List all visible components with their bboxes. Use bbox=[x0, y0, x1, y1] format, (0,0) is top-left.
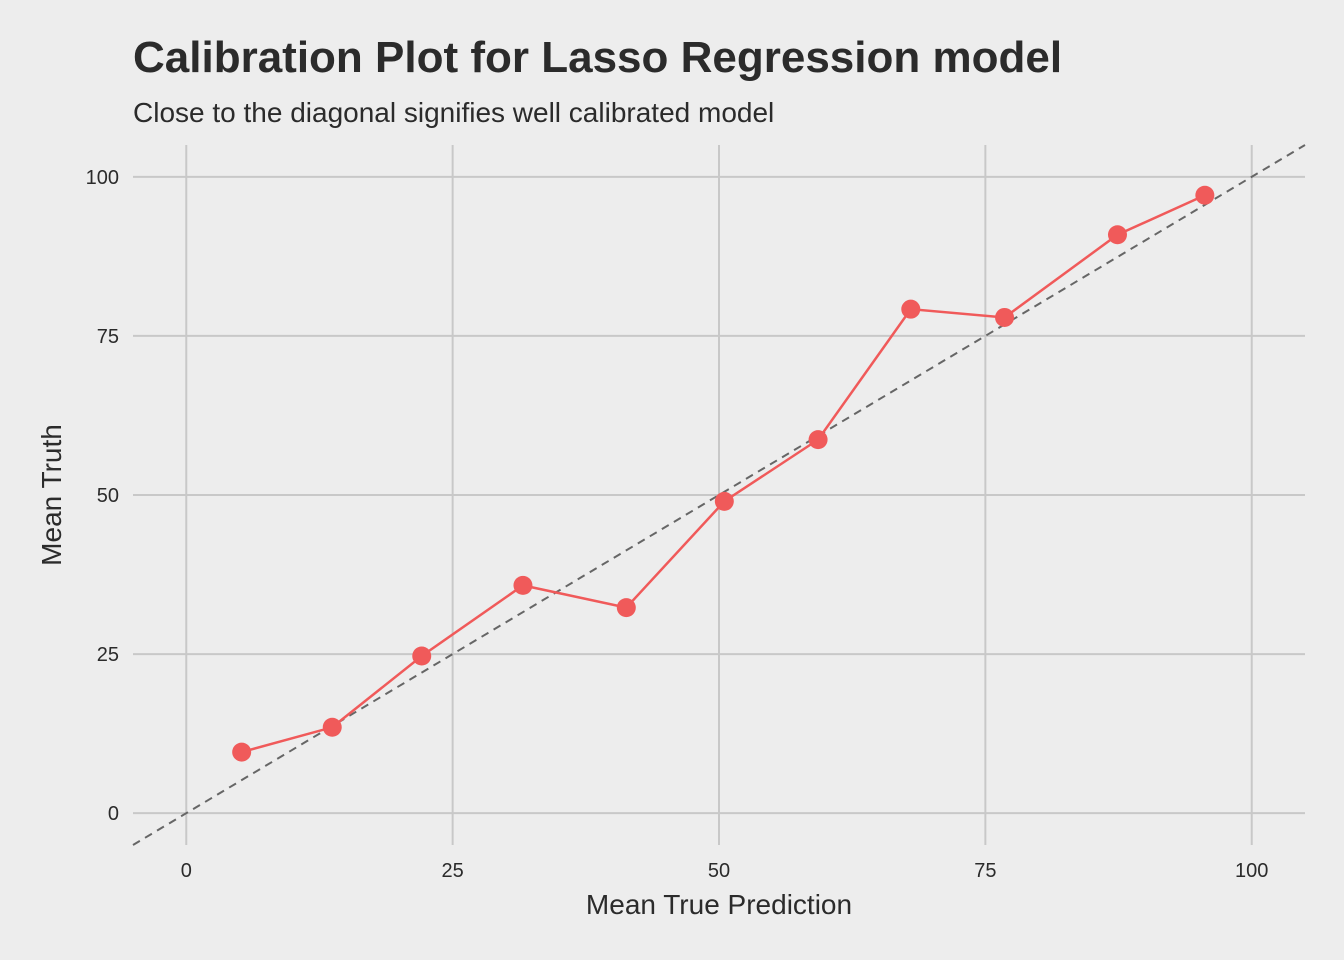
chart-title: Calibration Plot for Lasso Regression mo… bbox=[133, 33, 1062, 82]
data-point bbox=[616, 598, 636, 618]
x-tick-label: 0 bbox=[181, 860, 192, 882]
x-tick-label: 100 bbox=[1235, 860, 1268, 882]
data-point bbox=[1107, 225, 1127, 245]
data-point bbox=[714, 491, 734, 511]
data-point bbox=[412, 646, 432, 666]
data-point bbox=[232, 742, 252, 762]
data-point bbox=[322, 717, 342, 737]
y-tick-label: 25 bbox=[97, 644, 119, 666]
x-tick-label: 50 bbox=[708, 860, 730, 882]
data-point bbox=[901, 299, 921, 319]
gridlines bbox=[133, 145, 1305, 845]
data-point bbox=[995, 307, 1015, 327]
x-tick-label: 75 bbox=[974, 860, 996, 882]
y-tick-label: 50 bbox=[97, 485, 119, 507]
y-tick-label: 0 bbox=[108, 803, 119, 825]
calibration-series bbox=[232, 185, 1215, 762]
x-tick-label: 25 bbox=[442, 860, 464, 882]
y-tick-label: 75 bbox=[97, 326, 119, 348]
data-point bbox=[808, 430, 828, 450]
data-point bbox=[513, 575, 533, 595]
series-line bbox=[241, 194, 1206, 754]
chart-subtitle: Close to the diagonal signifies well cal… bbox=[133, 97, 774, 128]
tick-labels: 0 25 50 75 100 0 25 50 75 100 bbox=[86, 167, 1269, 882]
data-point bbox=[1195, 185, 1215, 205]
x-axis-label: Mean True Prediction bbox=[586, 889, 852, 920]
y-tick-label: 100 bbox=[86, 167, 119, 189]
y-axis-label: Mean Truth bbox=[36, 424, 67, 566]
